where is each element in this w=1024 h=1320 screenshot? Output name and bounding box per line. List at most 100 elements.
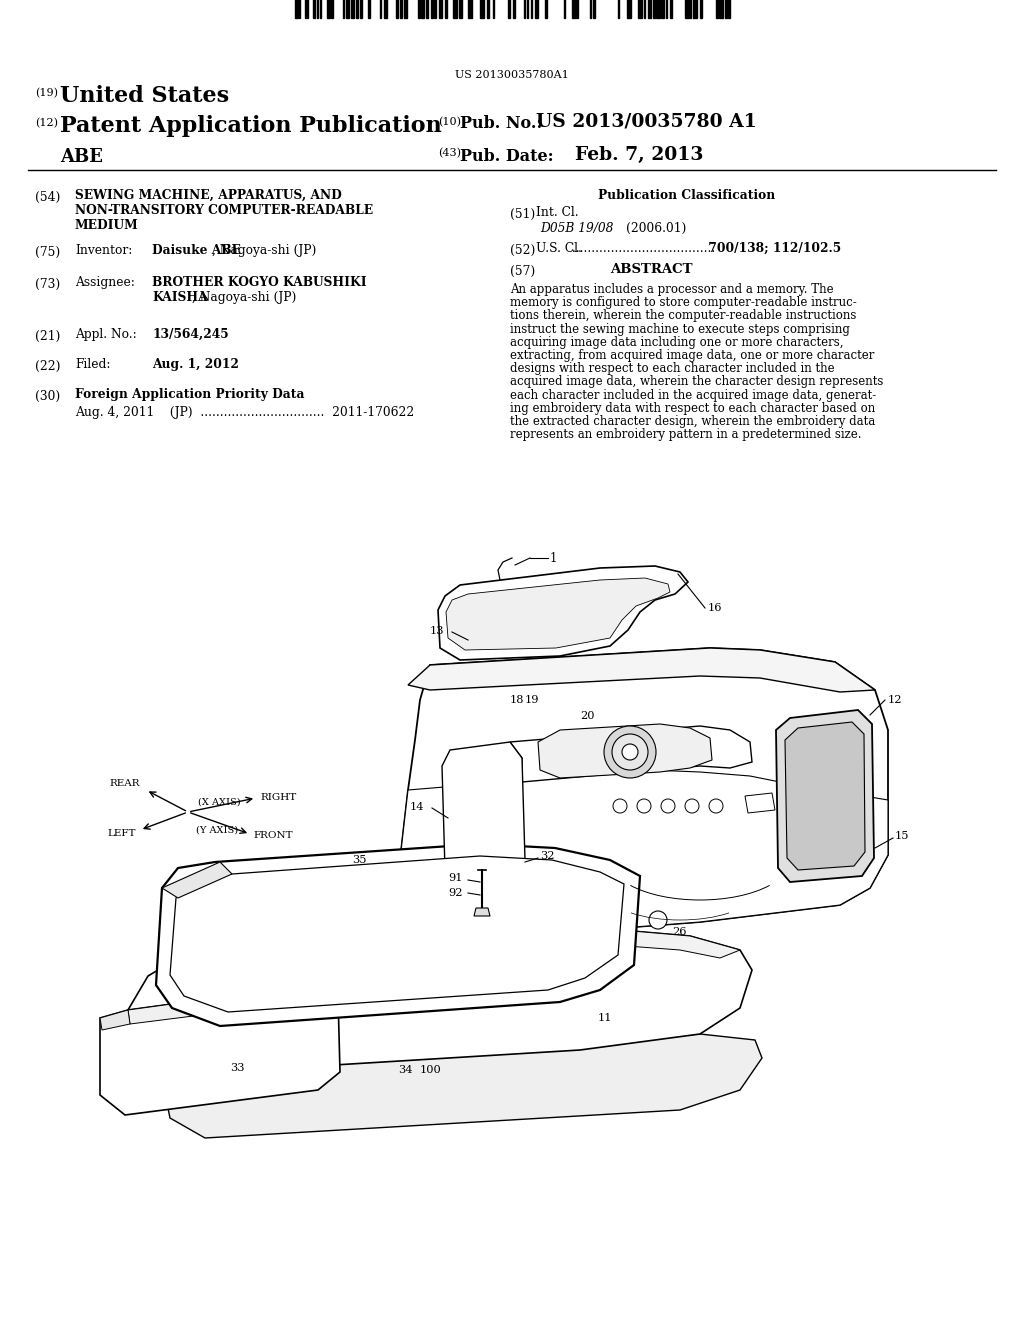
Polygon shape (156, 843, 640, 1026)
Bar (468, 0, 472, 18)
Text: , Nagoya-shi (JP): , Nagoya-shi (JP) (193, 290, 296, 304)
Circle shape (613, 799, 627, 813)
Bar (662, 0, 664, 18)
Text: designs with respect to each character included in the: designs with respect to each character i… (510, 362, 835, 375)
Text: Appl. No.:: Appl. No.: (75, 327, 137, 341)
Bar (656, 0, 660, 18)
Text: 20: 20 (580, 711, 595, 721)
Bar (368, 0, 370, 18)
Text: (2006.01): (2006.01) (626, 222, 686, 235)
Bar (439, 0, 442, 18)
Circle shape (612, 734, 648, 770)
Bar (313, 0, 315, 18)
Polygon shape (776, 710, 874, 882)
Text: (57): (57) (510, 265, 536, 279)
Circle shape (709, 799, 723, 813)
Text: (19): (19) (35, 88, 58, 98)
Text: , Nagoya-shi (JP): , Nagoya-shi (JP) (212, 244, 316, 257)
Polygon shape (510, 726, 752, 781)
Circle shape (685, 799, 699, 813)
Polygon shape (128, 931, 752, 1074)
Text: ing embroidery data with respect to each character based on: ing embroidery data with respect to each… (510, 401, 876, 414)
Bar (445, 0, 447, 18)
Text: U.S. Cl.: U.S. Cl. (536, 242, 582, 255)
Text: Daisuke ABE: Daisuke ABE (152, 244, 241, 257)
Bar (418, 0, 420, 18)
Text: Assignee:: Assignee: (75, 276, 135, 289)
Text: 26: 26 (672, 927, 686, 937)
Text: 700/138; 112/102.5: 700/138; 112/102.5 (705, 242, 841, 255)
Bar (434, 0, 436, 18)
Polygon shape (400, 770, 888, 939)
Polygon shape (175, 931, 740, 972)
Bar (404, 0, 407, 18)
Polygon shape (785, 722, 865, 870)
Text: instruct the sewing machine to execute steps comprising: instruct the sewing machine to execute s… (510, 322, 850, 335)
Text: (52): (52) (510, 244, 536, 257)
Bar (360, 0, 362, 18)
Circle shape (637, 799, 651, 813)
Bar (396, 0, 398, 18)
Text: (X AXIS): (X AXIS) (198, 797, 241, 807)
Text: 100: 100 (420, 1065, 441, 1074)
Bar (356, 0, 358, 18)
Text: (43): (43) (438, 148, 461, 158)
Circle shape (622, 744, 638, 760)
Bar (508, 0, 510, 18)
Bar (725, 0, 727, 18)
Text: RIGHT: RIGHT (260, 793, 296, 803)
Polygon shape (165, 1034, 762, 1138)
Bar (400, 0, 402, 18)
Bar (593, 0, 595, 18)
Bar (331, 0, 333, 18)
Text: (73): (73) (35, 279, 60, 290)
Polygon shape (170, 855, 624, 1012)
Polygon shape (442, 742, 525, 886)
Bar (700, 0, 702, 18)
Text: LEFT: LEFT (108, 829, 136, 838)
Text: BROTHER KOGYO KABUSHIKI: BROTHER KOGYO KABUSHIKI (152, 276, 367, 289)
Bar (653, 0, 655, 18)
Text: (10): (10) (438, 117, 461, 127)
Bar (487, 0, 489, 18)
Text: 92: 92 (449, 888, 463, 898)
Text: 13/564,245: 13/564,245 (152, 327, 228, 341)
Text: REAR: REAR (110, 780, 140, 788)
Bar (351, 0, 354, 18)
Text: Int. Cl.: Int. Cl. (536, 206, 579, 219)
Text: Pub. Date:: Pub. Date: (460, 148, 554, 165)
Text: D05B 19/08: D05B 19/08 (540, 222, 613, 235)
Bar (459, 0, 462, 18)
Polygon shape (408, 648, 874, 692)
Bar (685, 0, 689, 18)
Bar (648, 0, 651, 18)
Text: Inventor:: Inventor: (75, 244, 132, 257)
Text: Filed:: Filed: (75, 358, 111, 371)
Circle shape (662, 799, 675, 813)
Text: 19: 19 (525, 696, 540, 705)
Text: 34: 34 (398, 1065, 413, 1074)
Text: 16: 16 (708, 603, 723, 612)
Text: Feb. 7, 2013: Feb. 7, 2013 (575, 147, 703, 164)
Text: 11: 11 (598, 1012, 612, 1023)
Bar (346, 0, 349, 18)
Text: SEWING MACHINE, APPARATUS, AND: SEWING MACHINE, APPARATUS, AND (75, 189, 342, 202)
Text: 35: 35 (352, 855, 367, 865)
Text: 32: 32 (540, 851, 555, 861)
Bar (426, 0, 428, 18)
Text: United States: United States (60, 84, 229, 107)
Text: (75): (75) (35, 246, 60, 259)
Bar (719, 0, 723, 18)
Polygon shape (438, 566, 688, 660)
Polygon shape (745, 793, 775, 813)
Text: memory is configured to store computer-readable instruc-: memory is configured to store computer-r… (510, 296, 857, 309)
Text: Aug. 1, 2012: Aug. 1, 2012 (152, 358, 239, 371)
Bar (638, 0, 642, 18)
Polygon shape (162, 862, 232, 898)
Bar (572, 0, 575, 18)
Text: Aug. 4, 2011    (JP)  ................................  2011-170622: Aug. 4, 2011 (JP) ......................… (75, 407, 415, 418)
Text: Patent Application Publication: Patent Application Publication (60, 115, 441, 137)
Text: acquired image data, wherein the character design represents: acquired image data, wherein the charact… (510, 375, 884, 388)
Text: MEDIUM: MEDIUM (75, 219, 138, 232)
Polygon shape (100, 1010, 130, 1030)
